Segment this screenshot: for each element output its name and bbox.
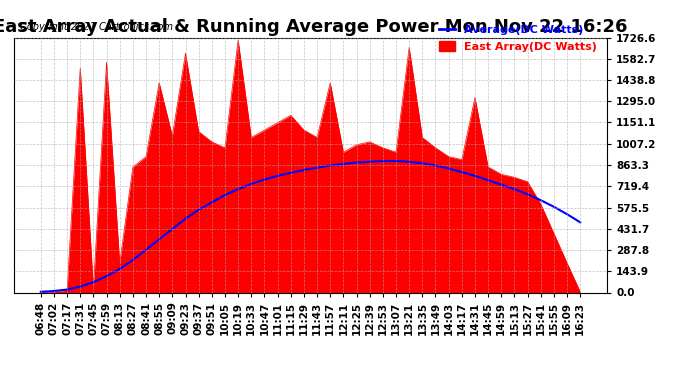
Title: East Array Actual & Running Average Power Mon Nov 22 16:26: East Array Actual & Running Average Powe… (0, 18, 628, 36)
Text: Copyright 2021 Cartronics.com: Copyright 2021 Cartronics.com (20, 22, 172, 32)
Legend: Average(DC Watts), East Array(DC Watts): Average(DC Watts), East Array(DC Watts) (434, 20, 602, 56)
